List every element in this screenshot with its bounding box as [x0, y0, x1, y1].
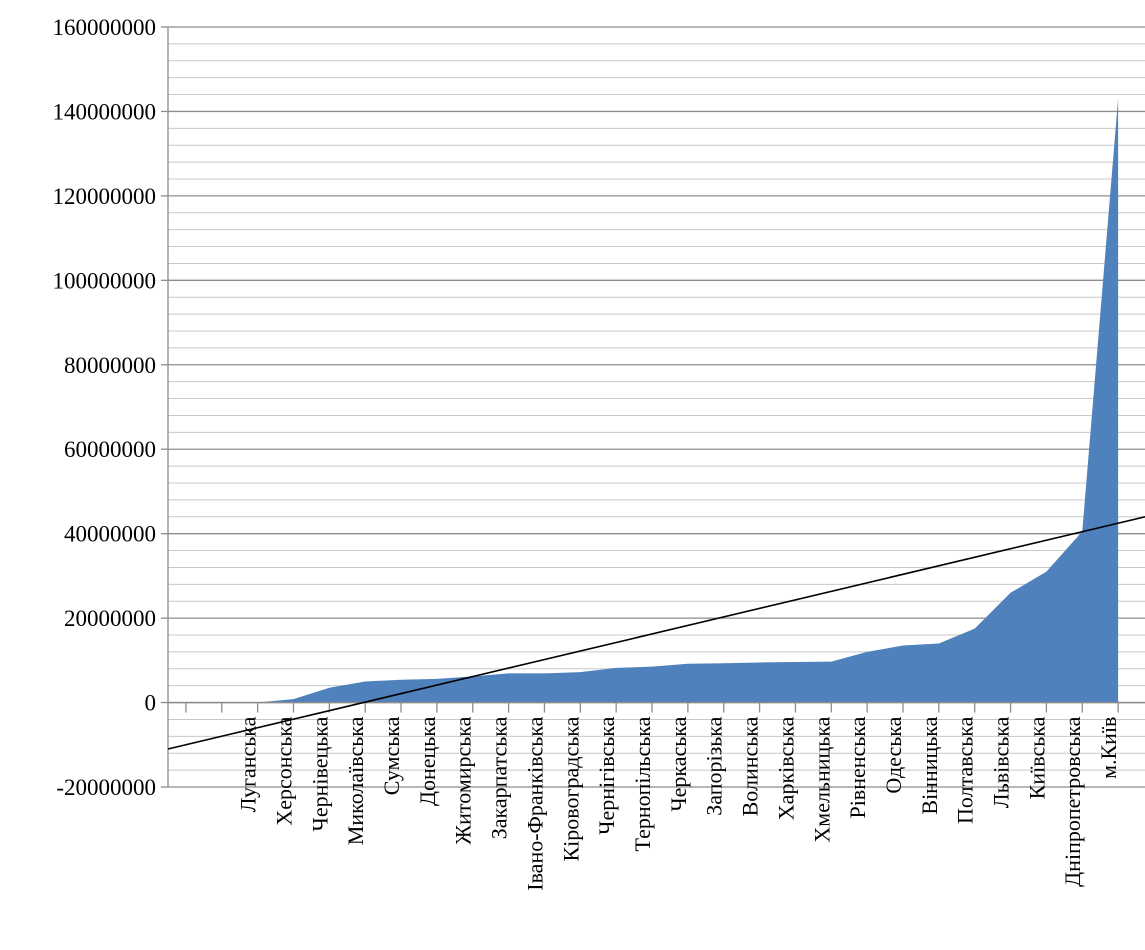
x-tick-label: Миколаївська	[343, 716, 368, 845]
x-tick-label: Харківська	[773, 716, 798, 820]
area-fill	[257, 98, 1119, 703]
x-tick-label: Рівненська	[845, 716, 870, 818]
x-tick-label: Вінницька	[917, 716, 942, 814]
y-tick-label: 40000000	[64, 522, 156, 547]
y-tick-label: 160000000	[53, 15, 157, 40]
y-tick-label: 140000000	[53, 99, 157, 124]
y-tick-label: 120000000	[53, 184, 157, 209]
x-tick-label: Кіровоградська	[558, 716, 583, 861]
x-tick-label: Одеська	[881, 716, 906, 793]
x-tick-label: Чернівецька	[307, 716, 332, 831]
x-tick-label: Хмельницька	[809, 716, 834, 842]
y-tick-label: -20000000	[56, 775, 156, 800]
y-tick-label: 60000000	[64, 437, 156, 462]
x-tick-label: Івано-Франківська	[522, 716, 547, 890]
x-tick-label: Тернопільська	[630, 716, 655, 851]
trendline-layer	[167, 515, 1145, 750]
y-tick-label: 100000000	[53, 268, 157, 293]
x-tick-label: м.Київ	[1096, 717, 1121, 779]
x-tick-label: Запорізька	[702, 716, 727, 815]
x-tick-label: Київська	[1024, 716, 1049, 799]
x-tick-label: Чернігівська	[594, 716, 619, 834]
x-tick-label: Житомирська	[451, 716, 476, 844]
x-tick-label: Дніпропетровська	[1060, 716, 1085, 886]
x-tick-label: Волинська	[738, 716, 763, 816]
x-tick-label: Донецька	[415, 716, 440, 806]
x-tick-label: Сумська	[379, 716, 404, 795]
x-axis-ticks: Луганська Херсонська Чернівецька Миколаївсь…	[236, 716, 1121, 890]
x-tick-label: Херсонська	[271, 716, 296, 825]
y-tick-label: 80000000	[64, 353, 156, 378]
x-tick-label: Полтавська	[953, 716, 978, 824]
y-axis-ticks: 160000000 140000000 120000000 100000000 8000…	[53, 15, 157, 800]
x-tick-label: Закарпатська	[487, 716, 512, 839]
x-tick-label: Черкаська	[666, 716, 691, 811]
area-series	[257, 98, 1119, 703]
y-tick-label: 20000000	[64, 606, 156, 631]
trendline	[167, 515, 1145, 750]
y-tick-label: 0	[145, 691, 157, 716]
x-tick-label: Луганська	[236, 716, 261, 812]
axes	[161, 26, 1145, 788]
x-tick-label: Львівська	[989, 716, 1014, 808]
